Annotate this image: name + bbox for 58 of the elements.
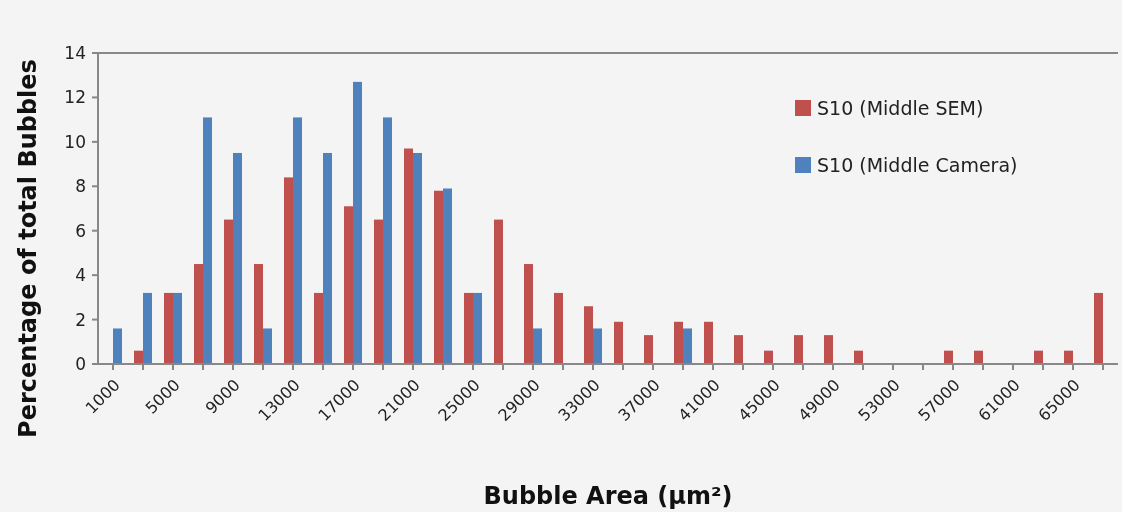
bar bbox=[224, 219, 233, 364]
bar bbox=[203, 117, 212, 364]
bar bbox=[254, 264, 263, 364]
y-axis-title: Percentage of total Bubbles bbox=[14, 59, 42, 438]
bar bbox=[734, 335, 743, 364]
bar bbox=[143, 292, 152, 364]
bar bbox=[383, 117, 392, 364]
bar bbox=[614, 321, 623, 364]
bar bbox=[593, 328, 602, 364]
bar bbox=[374, 219, 383, 364]
y-tick-label: 6 bbox=[75, 220, 86, 241]
y-tick-label: 12 bbox=[64, 87, 86, 108]
y-tick-label: 0 bbox=[75, 353, 86, 374]
bar bbox=[974, 350, 983, 364]
bar bbox=[173, 292, 182, 364]
bar bbox=[314, 292, 323, 364]
bar bbox=[344, 206, 353, 364]
bar bbox=[1064, 350, 1073, 364]
y-tick-label: 2 bbox=[75, 309, 86, 330]
bar bbox=[284, 177, 293, 364]
bar bbox=[494, 219, 503, 364]
y-tick-label: 8 bbox=[75, 176, 86, 197]
bar bbox=[194, 264, 203, 364]
bar bbox=[764, 350, 773, 364]
bar bbox=[353, 81, 362, 364]
bar bbox=[134, 350, 143, 364]
bar bbox=[1094, 292, 1103, 364]
bar bbox=[1034, 350, 1043, 364]
bar bbox=[113, 328, 122, 364]
bar bbox=[323, 152, 332, 364]
y-tick-label: 4 bbox=[75, 265, 86, 286]
bar bbox=[794, 335, 803, 364]
y-tick-label: 10 bbox=[64, 131, 86, 152]
bar bbox=[464, 292, 473, 364]
bar bbox=[263, 328, 272, 364]
legend-label: S10 (Middle SEM) bbox=[817, 96, 984, 119]
bar bbox=[554, 292, 563, 364]
bar bbox=[293, 117, 302, 364]
bar bbox=[413, 152, 422, 364]
bar bbox=[164, 292, 173, 364]
y-tick-label: 14 bbox=[64, 42, 86, 63]
bar bbox=[233, 152, 242, 364]
x-axis-title: Bubble Area (μm²) bbox=[483, 482, 733, 510]
bar bbox=[473, 292, 482, 364]
bar bbox=[854, 350, 863, 364]
bar bbox=[674, 321, 683, 364]
bar bbox=[824, 335, 833, 364]
bar bbox=[944, 350, 953, 364]
bar bbox=[644, 335, 653, 364]
bar bbox=[533, 328, 542, 364]
bar bbox=[404, 148, 413, 364]
legend-label: S10 (Middle Camera) bbox=[817, 153, 1018, 176]
bar bbox=[524, 264, 533, 364]
bar bbox=[443, 188, 452, 364]
bar bbox=[704, 321, 713, 364]
bar bbox=[434, 190, 443, 364]
bar bbox=[584, 306, 593, 364]
bar bbox=[683, 328, 692, 364]
